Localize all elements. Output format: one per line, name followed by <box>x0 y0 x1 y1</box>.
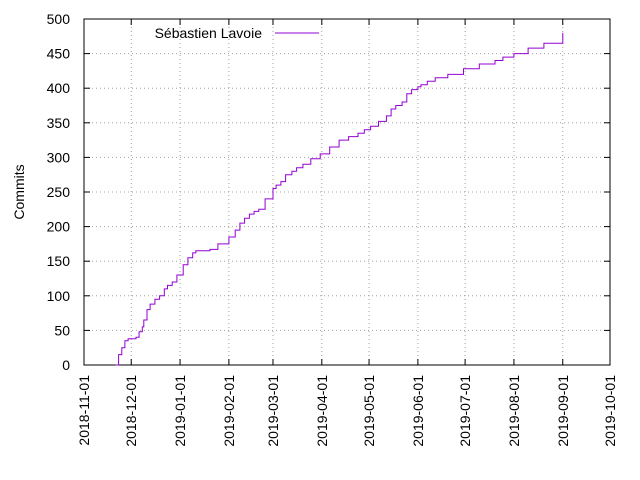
y-tick-label: 400 <box>47 80 71 96</box>
x-tick-label: 2019-05-01 <box>361 375 377 447</box>
x-tick-label: 2019-08-01 <box>506 375 522 447</box>
y-tick-label: 50 <box>54 322 70 338</box>
series-lines <box>115 32 564 366</box>
x-tick-label: 2019-06-01 <box>410 375 426 447</box>
x-tick-label: 2019-07-01 <box>457 375 473 447</box>
y-axis: 0 50 100 150 200 250 300 350 400 450 500 <box>47 11 610 373</box>
y-tick-label: 500 <box>47 11 71 27</box>
x-tick-label: 2019-10-01 <box>602 375 618 447</box>
x-tick-label: 2019-03-01 <box>265 375 281 447</box>
y-tick-label: 300 <box>47 149 71 165</box>
x-tick-label: 2019-01-01 <box>172 375 188 447</box>
plot-border <box>83 18 611 366</box>
y-tick-label: 450 <box>47 46 71 62</box>
y-tick-label: 200 <box>47 219 71 235</box>
x-tick-label: 2018-11-01 <box>76 375 92 446</box>
gridlines <box>84 19 610 365</box>
x-tick-label: 2018-12-01 <box>123 375 139 447</box>
x-tick-label: 2019-02-01 <box>221 375 237 447</box>
series-line <box>115 32 564 366</box>
y-tick-label: 100 <box>47 288 71 304</box>
y-tick-label: 0 <box>62 357 70 373</box>
y-tick-label: 350 <box>47 115 71 131</box>
x-tick-label: 2019-09-01 <box>555 375 571 447</box>
y-tick-label: 150 <box>47 253 71 269</box>
y-axis-title: Commits <box>11 164 27 219</box>
x-tick-label: 2019-04-01 <box>314 375 330 447</box>
legend-label: Sébastien Lavoie <box>155 25 263 41</box>
legend: Sébastien Lavoie <box>155 25 319 41</box>
x-axis: 2018-11-01 2018-12-01 2019-01-01 2019-02-01… <box>76 19 618 447</box>
y-tick-label: 250 <box>47 184 71 200</box>
